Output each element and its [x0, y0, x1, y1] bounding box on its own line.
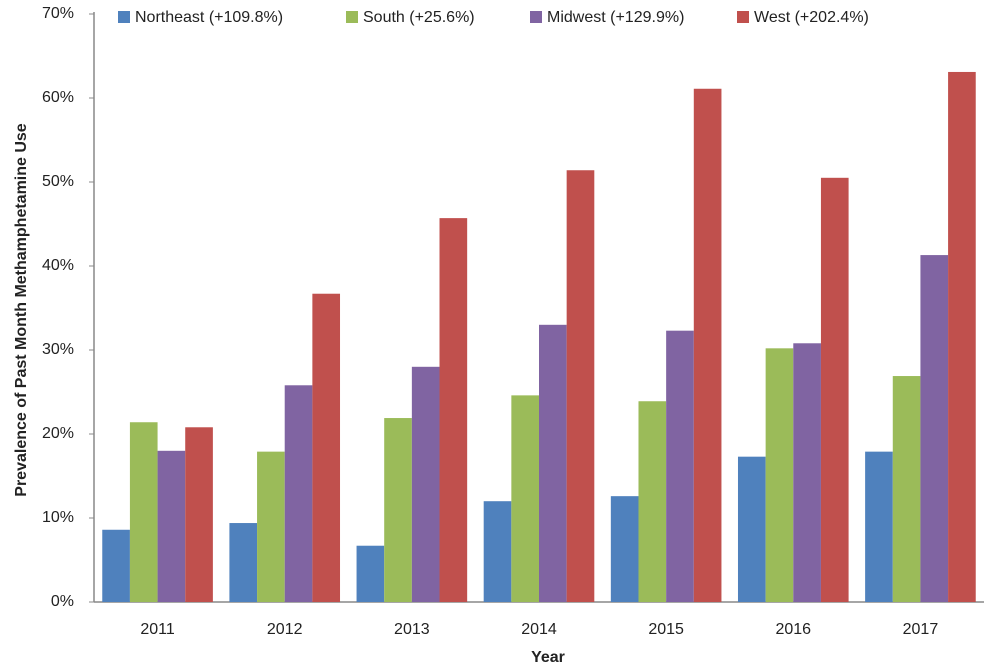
bar: [610, 496, 639, 602]
bar: [765, 348, 794, 602]
y-tick-label: 70%: [42, 5, 74, 22]
legend-label: South (+25.6%): [363, 9, 475, 26]
bar: [511, 395, 539, 602]
x-tick-label: 2011: [140, 621, 175, 638]
bar: [129, 422, 158, 602]
bar: [793, 343, 821, 602]
bar: [566, 170, 595, 603]
x-tick-label: 2012: [267, 621, 303, 638]
y-tick-label: 0%: [51, 593, 74, 610]
x-axis-label: Year: [531, 649, 565, 666]
legend-swatch: [530, 11, 542, 23]
bar: [865, 451, 893, 602]
bar: [948, 71, 976, 602]
bar: [920, 255, 949, 602]
bar: [229, 523, 258, 602]
bar: [539, 324, 567, 602]
y-tick-label: 50%: [42, 173, 74, 190]
bar: [312, 293, 341, 602]
x-tick-label: 2016: [775, 621, 811, 638]
y-tick-label: 60%: [42, 89, 74, 106]
bar: [257, 451, 285, 602]
legend-swatch: [346, 11, 358, 23]
bar: [102, 529, 130, 602]
y-tick-label: 40%: [42, 257, 74, 274]
y-tick-label: 10%: [42, 509, 74, 526]
bar: [666, 330, 694, 602]
bar: [483, 501, 512, 602]
bar: [185, 427, 213, 602]
legend-swatch: [737, 11, 749, 23]
bar: [737, 456, 766, 602]
x-tick-label: 2017: [903, 621, 939, 638]
bar: [693, 88, 722, 602]
legend-label: West (+202.4%): [754, 9, 869, 26]
bar: [384, 418, 412, 602]
bar: [157, 450, 186, 602]
legend-label: Midwest (+129.9%): [547, 9, 684, 26]
y-axis-label: Prevalence of Past Month Methamphetamine…: [13, 123, 30, 497]
bar: [439, 218, 468, 602]
bar: [638, 401, 667, 602]
bar: [284, 385, 313, 602]
y-tick-label: 30%: [42, 341, 74, 358]
legend-swatch: [118, 11, 130, 23]
y-tick-label: 20%: [42, 425, 74, 442]
bar: [892, 376, 921, 602]
bar: [820, 177, 849, 603]
bar: [411, 366, 440, 602]
legend-label: Northeast (+109.8%): [135, 9, 283, 26]
x-tick-label: 2014: [521, 621, 557, 638]
bar: [356, 545, 385, 602]
x-tick-label: 2013: [394, 621, 430, 638]
x-tick-label: 2015: [648, 621, 684, 638]
